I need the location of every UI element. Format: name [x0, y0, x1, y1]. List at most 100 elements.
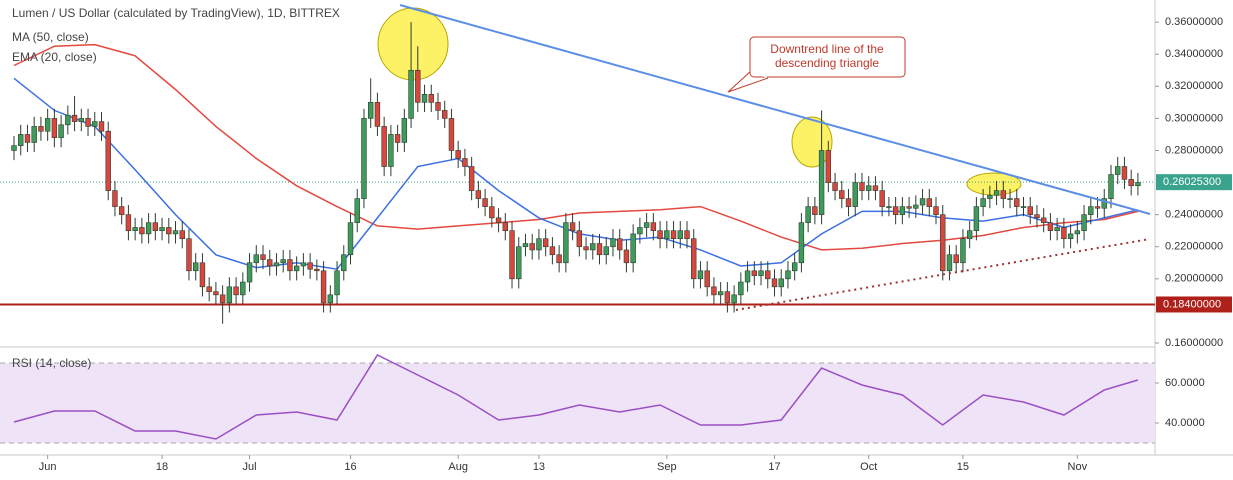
candle-body: [125, 214, 132, 231]
candle-body: [906, 206, 912, 209]
support-trend-line: [735, 238, 1151, 311]
candle-body: [307, 262, 313, 270]
candle-body: [839, 190, 845, 199]
candle-body: [118, 206, 125, 215]
candle-body: [448, 118, 455, 151]
candle-body: [744, 270, 751, 283]
candle-body: [657, 230, 663, 240]
candle-body: [691, 238, 697, 280]
candle-body: [556, 254, 562, 264]
candle-body: [1135, 182, 1141, 187]
y-tick-label: 0.36000000: [1165, 16, 1223, 28]
candle-body: [145, 222, 152, 235]
legend-entry: MA (50, close): [12, 30, 89, 44]
candle-body: [475, 190, 482, 199]
candle-body: [569, 222, 576, 231]
y-tick-label: 0.22000000: [1165, 241, 1223, 253]
candle-body: [347, 222, 354, 256]
last-price-label: 0.26025300: [1163, 176, 1221, 188]
candle-body: [798, 222, 805, 264]
y-tick-label: 0.20000000: [1165, 273, 1223, 285]
candle-body: [1027, 206, 1033, 215]
candle-body: [186, 238, 192, 272]
candle-body: [1115, 166, 1121, 175]
candle-body: [805, 206, 811, 223]
candle-body: [509, 230, 515, 280]
candle-body: [31, 126, 37, 143]
candle-body: [1020, 206, 1027, 208]
candle-body: [213, 291, 219, 296]
candle-body: [664, 230, 670, 240]
candle-body: [940, 214, 946, 272]
y-tick-label: 0.30000000: [1165, 112, 1223, 124]
candle-body: [11, 145, 17, 151]
candle-body: [1074, 230, 1081, 235]
candle-body: [960, 238, 966, 264]
candle-body: [455, 150, 461, 159]
support-label: 0.18400000: [1163, 298, 1221, 310]
candle-body: [435, 102, 441, 111]
callout-text: descending triangle: [775, 56, 879, 70]
candle-body: [697, 270, 704, 280]
candle-body: [489, 206, 495, 219]
downtrend-line: [399, 4, 1151, 215]
candle-body: [899, 206, 906, 215]
marks: [0, 22, 1155, 444]
candle-body: [1061, 227, 1067, 240]
candle-body: [1054, 227, 1060, 231]
candle-body: [267, 259, 273, 267]
candle-body: [623, 249, 630, 264]
x-tick-label: 15: [957, 461, 969, 473]
candle-body: [51, 118, 58, 138]
candle-body: [1094, 206, 1101, 209]
callout-join: [751, 70, 768, 78]
candle-body: [401, 118, 408, 143]
x-tick-label: 16: [344, 461, 356, 473]
candle-body: [320, 270, 327, 304]
candle-body: [583, 246, 589, 251]
candle-body: [818, 150, 825, 215]
candle-body: [529, 243, 535, 251]
x-tick-label: Oct: [860, 461, 877, 473]
candle-body: [287, 259, 293, 272]
candle-body: [711, 286, 717, 296]
candle-body: [246, 262, 253, 283]
candle-body: [1007, 198, 1013, 200]
candle-body: [643, 222, 650, 228]
candle-body: [879, 190, 885, 207]
candle-body: [159, 227, 165, 231]
candle-body: [886, 206, 892, 208]
candle-body: [388, 134, 394, 167]
x-tick-label: Aug: [448, 461, 468, 473]
candle-body: [630, 233, 636, 264]
candle-body: [44, 118, 51, 132]
x-tick-label: 13: [533, 461, 545, 473]
candle-body: [226, 286, 233, 304]
candle-body: [495, 217, 502, 223]
candle-body: [933, 206, 939, 215]
chart-title: Lumen / US Dollar (calculated by Trading…: [12, 6, 340, 20]
candle-body: [650, 222, 657, 231]
callout-text: Downtrend line of the: [770, 42, 884, 56]
highlight-ellipse: [377, 7, 449, 81]
candle-body: [354, 198, 360, 223]
callout-box: [749, 36, 906, 78]
candle-body: [717, 291, 724, 296]
candle-body: [812, 206, 818, 215]
candle-body: [973, 206, 980, 231]
candle-body: [502, 222, 508, 231]
candle-body: [542, 238, 549, 248]
candle-body: [738, 281, 744, 296]
candle-body: [980, 198, 986, 207]
candle-body: [193, 262, 199, 272]
candle-body: [132, 227, 138, 231]
y-tick-label: 0.24000000: [1165, 209, 1223, 221]
candle-body: [1128, 179, 1134, 187]
candle-body: [866, 185, 872, 191]
candle-body: [704, 270, 710, 288]
candle-body: [1014, 198, 1020, 207]
candle-body: [616, 238, 623, 251]
indicator-line: [13, 43, 1139, 251]
candle-body: [85, 118, 91, 127]
candle-body: [92, 121, 98, 127]
